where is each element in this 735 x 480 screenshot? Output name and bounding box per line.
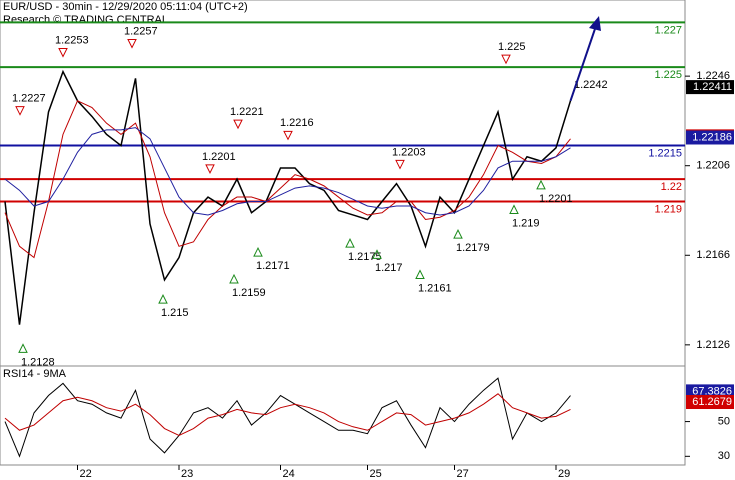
- series-line: [4, 127, 571, 216]
- x-tick-label: 29: [558, 468, 570, 480]
- price-panel: [0, 0, 686, 367]
- high-marker: [15, 106, 25, 116]
- low-marker: [253, 246, 263, 257]
- level-label: 1.2215: [648, 147, 682, 159]
- last-value-label: 61.2679: [692, 396, 732, 408]
- low-label: 1.2171: [256, 260, 290, 272]
- chart-title: EUR/USD - 30min - 12/29/2020 05:11:04 (U…: [3, 1, 248, 13]
- last-value-box: [686, 130, 734, 145]
- low-label: 1.2159: [232, 287, 266, 299]
- forecast-arrow: [569, 19, 599, 102]
- high-marker: [233, 119, 243, 130]
- high-marker: [127, 39, 137, 49]
- y-tick-label: 50: [718, 415, 730, 427]
- high-label: 1.2203: [392, 146, 426, 158]
- series-line: [4, 100, 571, 259]
- forecast-arrowhead: [589, 16, 601, 31]
- y-tick-label: 1.2246: [696, 70, 730, 82]
- low-label: 1.215: [161, 307, 189, 319]
- chart-subtitle: Research © TRADING CENTRAL: [3, 14, 168, 26]
- high-label: 1.2221: [230, 106, 264, 118]
- low-label: 1.2128: [21, 356, 55, 368]
- high-marker: [58, 47, 68, 58]
- low-marker: [536, 179, 546, 190]
- high-marker: [395, 159, 405, 170]
- last-value-box: [686, 395, 734, 410]
- low-marker: [372, 249, 382, 259]
- x-tick-label: 25: [370, 468, 382, 480]
- last-value-label: 1.22411: [693, 81, 732, 93]
- x-tick-label: 22: [80, 468, 92, 480]
- series-line: [4, 69, 572, 325]
- level-label: 1.225: [654, 69, 682, 81]
- low-label: 1.219: [512, 217, 540, 229]
- last-value-box: [686, 384, 734, 399]
- high-marker: [283, 130, 293, 141]
- rsi-panel: [0, 365, 686, 466]
- high-label: 1.2257: [124, 25, 158, 37]
- low-marker: [158, 293, 168, 304]
- high-marker: [501, 54, 511, 65]
- target-label: 1.2242: [574, 79, 608, 91]
- last-value-box: [686, 80, 734, 95]
- y-tick-label: 1.2126: [696, 339, 730, 351]
- low-marker: [345, 238, 355, 248]
- x-tick-label: 23: [181, 468, 193, 480]
- high-label: 1.2227: [12, 93, 46, 105]
- x-tick-label: 24: [283, 468, 295, 480]
- high-label: 1.225: [498, 41, 526, 53]
- series-line: [4, 393, 571, 437]
- last-value-label: 1.22186: [692, 131, 732, 143]
- high-label: 1.2216: [280, 117, 314, 129]
- low-marker: [415, 269, 425, 279]
- high-label: 1.2201: [202, 151, 236, 163]
- y-tick-label: 30: [718, 450, 730, 462]
- low-marker: [18, 343, 28, 353]
- high-label: 1.2253: [55, 34, 89, 46]
- low-label: 1.217: [375, 262, 403, 274]
- low-label: 1.2161: [418, 282, 452, 294]
- low-label: 1.2179: [456, 242, 490, 254]
- low-marker: [229, 273, 239, 284]
- level-label: 1.22: [661, 181, 682, 193]
- level-label: 1.227: [654, 24, 682, 36]
- low-marker: [453, 229, 463, 239]
- rsi-title: RSI14 - 9MA: [3, 368, 67, 380]
- level-label: 1.219: [654, 203, 682, 215]
- high-marker: [205, 164, 215, 175]
- low-label: 1.2175: [348, 251, 382, 263]
- last-value-label: 67.3826: [692, 385, 732, 397]
- series-line: [4, 377, 571, 458]
- y-tick-label: 1.2206: [696, 160, 730, 172]
- low-label: 1.2201: [539, 193, 573, 205]
- x-tick-label: 27: [457, 468, 469, 480]
- low-marker: [509, 204, 519, 215]
- y-tick-label: 1.2166: [696, 249, 730, 261]
